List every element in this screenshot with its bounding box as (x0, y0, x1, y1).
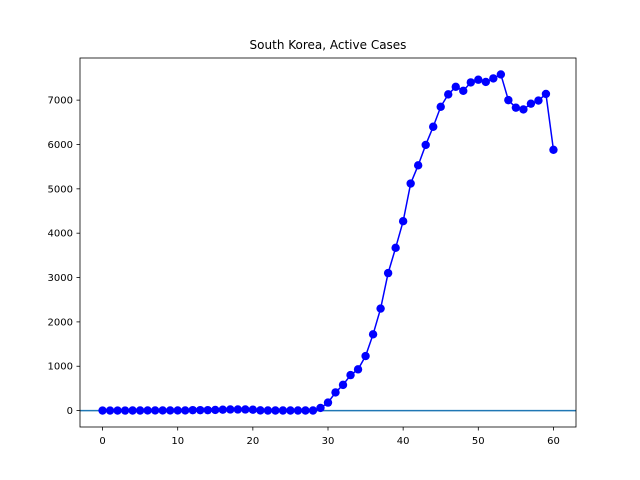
data-point (278, 406, 288, 415)
data-point (181, 406, 190, 415)
x-tick-label: 20 (246, 436, 259, 447)
data-point (398, 217, 408, 226)
data-point (241, 405, 250, 414)
data-point (421, 140, 430, 150)
data-point (459, 86, 468, 96)
data-point (383, 268, 393, 278)
data-point (338, 380, 348, 390)
data-point (256, 406, 265, 415)
data-point (271, 406, 280, 415)
x-tick-label: 50 (472, 436, 485, 447)
data-point (511, 103, 521, 112)
y-tick-label: 3000 (48, 273, 73, 284)
chart-title: South Korea, Active Cases (250, 38, 407, 52)
data-point (436, 102, 445, 111)
data-point (353, 365, 363, 374)
y-tick-label: 6000 (48, 140, 73, 151)
data-point (233, 405, 243, 414)
data-point (203, 405, 212, 415)
x-tick-label: 0 (99, 436, 105, 447)
data-point (301, 406, 310, 415)
data-point (451, 82, 460, 92)
data-point (519, 105, 528, 114)
data-point (211, 405, 220, 415)
data-point (308, 406, 318, 415)
data-point (504, 95, 513, 105)
data-point (120, 406, 130, 415)
y-tick-label: 1000 (48, 362, 73, 373)
y-axis: 0 1000 2000 3000 4000 5000 6000 7000 (48, 96, 80, 417)
data-point (158, 406, 167, 415)
data-point (406, 179, 415, 188)
data-point (489, 74, 498, 83)
axes-frame (79, 57, 577, 428)
x-tick-label: 60 (547, 436, 560, 447)
data-point (165, 406, 175, 415)
x-tick-label: 40 (397, 436, 410, 447)
data-point (188, 405, 197, 415)
data-point (135, 406, 145, 415)
data-point (128, 406, 137, 415)
data-point (361, 351, 370, 361)
data-point (263, 406, 273, 415)
y-tick-label: 5000 (48, 184, 73, 195)
data-point (376, 304, 385, 313)
data-point (316, 403, 325, 413)
data-point (323, 398, 333, 407)
data-point (331, 388, 340, 397)
data-point (98, 406, 107, 415)
data-point (218, 405, 227, 414)
data-point (466, 78, 475, 87)
x-tick-label: 30 (322, 436, 335, 447)
data-point (391, 243, 400, 253)
data-point (150, 406, 160, 415)
data-point (549, 145, 558, 155)
y-tick-label: 2000 (48, 317, 73, 328)
data-point (368, 330, 378, 339)
data-point (226, 405, 235, 414)
data-point (534, 96, 543, 105)
x-tick-label: 10 (171, 436, 184, 447)
data-point (429, 122, 438, 131)
data-point (248, 405, 258, 414)
plot-area (79, 57, 577, 428)
data-point (173, 406, 182, 415)
data-point (496, 70, 506, 79)
data-point (481, 77, 491, 87)
data-point (196, 405, 205, 415)
data-point (293, 406, 303, 415)
data-point (113, 406, 122, 415)
data-point (346, 370, 355, 380)
data-point (413, 161, 423, 170)
data-point (526, 99, 536, 108)
series-line (102, 73, 555, 412)
data-point (444, 90, 453, 99)
y-tick-label: 4000 (48, 229, 73, 240)
data-point (474, 75, 483, 84)
data-point (105, 406, 115, 415)
y-tick-label: 0 (67, 406, 73, 417)
x-axis: 0 10 20 30 40 50 60 (99, 427, 560, 447)
data-point (143, 406, 152, 415)
data-point (541, 89, 551, 99)
y-tick-label: 7000 (48, 96, 73, 107)
data-point (286, 406, 295, 415)
